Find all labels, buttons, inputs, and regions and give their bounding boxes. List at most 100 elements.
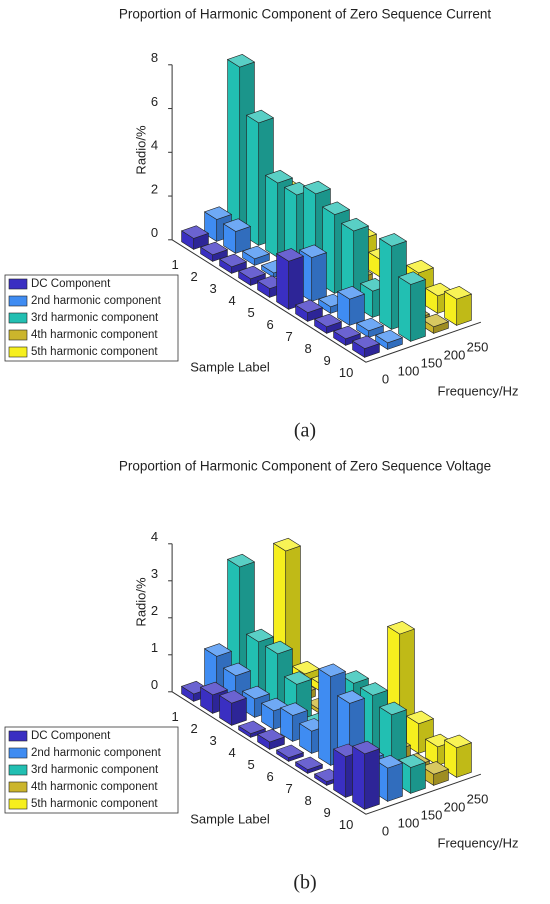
legend-label: 4th harmonic component	[31, 781, 158, 793]
z-tick-label: 8	[151, 50, 158, 65]
x-tick-label: 6	[266, 769, 273, 784]
bar	[222, 218, 252, 254]
z-tick-label: 2	[151, 181, 158, 196]
y-tick-label: 200	[444, 799, 466, 814]
bar-face	[443, 734, 473, 749]
legend-label: DC Component	[31, 730, 111, 742]
y-tick-label: 150	[421, 807, 443, 822]
legend-swatch	[8, 278, 28, 290]
y-tick-label: 250	[467, 791, 489, 806]
bar-face	[333, 748, 347, 798]
bar	[218, 690, 248, 726]
legend-label: 4th harmonic component	[31, 329, 158, 341]
bar-face	[420, 761, 450, 775]
legend-label: 3rd harmonic component	[31, 764, 159, 776]
legend-swatch	[8, 747, 28, 759]
bar-face	[199, 241, 229, 256]
bar-face	[443, 286, 473, 300]
z-tick-label: 0	[151, 225, 158, 240]
legend-box	[4, 274, 179, 362]
bar	[256, 728, 286, 750]
z-tick-label: 4	[151, 138, 158, 153]
caption: (b)	[293, 872, 316, 894]
bar-face	[276, 253, 290, 310]
bar	[199, 241, 229, 262]
bar-face	[265, 174, 279, 258]
x-tick-label: 4	[228, 745, 235, 760]
x-tick-label: 9	[323, 353, 330, 368]
bar-face	[279, 702, 309, 716]
bar-face	[378, 701, 408, 716]
legend-swatch	[8, 329, 28, 341]
bar	[351, 335, 381, 358]
bar-face	[283, 671, 313, 685]
legend-swatch	[8, 295, 28, 307]
floor-edge	[171, 691, 482, 815]
bar-face	[420, 313, 450, 328]
bar	[241, 245, 271, 266]
bar-face	[374, 754, 404, 769]
bar-face	[203, 206, 233, 220]
bar-face	[359, 682, 389, 696]
bar-face	[321, 201, 351, 215]
x-tick-label: 9	[323, 805, 330, 820]
bar	[237, 265, 267, 286]
bar-face	[318, 668, 332, 766]
y-tick-label: 100	[398, 363, 420, 378]
legend-label: 2nd harmonic component	[31, 295, 162, 307]
bar-face	[180, 225, 210, 239]
bar-face	[245, 628, 275, 643]
bar	[272, 537, 302, 670]
x-tick-label: 5	[247, 305, 254, 320]
bar-face	[275, 248, 305, 262]
legend-label: 2nd harmonic component	[31, 747, 162, 759]
caption: (a)	[294, 420, 316, 442]
bar-face	[355, 317, 385, 332]
x-tick-label: 2	[190, 721, 197, 736]
bar-face	[386, 620, 416, 635]
bar-face	[317, 663, 347, 677]
x-tick-label: 8	[304, 341, 311, 356]
bar	[443, 734, 473, 778]
bar-face	[332, 325, 362, 340]
y-axis-label: Frequency/Hz	[438, 835, 519, 850]
bar-face	[272, 537, 302, 552]
y-tick-label: 0	[382, 823, 389, 838]
x-tick-label: 3	[209, 733, 216, 748]
bar-face	[364, 748, 380, 810]
bar-face	[340, 670, 370, 684]
bar	[397, 271, 427, 342]
bar	[332, 325, 362, 346]
bar-face	[218, 253, 248, 268]
bar	[336, 286, 366, 326]
bar-face	[294, 756, 324, 771]
bar	[294, 756, 324, 774]
z-tick-label: 0	[151, 677, 158, 692]
bar-face	[405, 259, 435, 274]
bar-face	[351, 740, 381, 755]
x-tick-label: 6	[266, 317, 273, 332]
bar-face	[245, 109, 275, 124]
legend-swatch	[8, 764, 28, 776]
y-tick-label: 100	[398, 815, 420, 830]
legend-label: 3rd harmonic component	[31, 312, 159, 324]
bar-face	[374, 329, 404, 344]
bar-face	[203, 643, 233, 657]
bar-face	[226, 54, 256, 68]
bar	[218, 253, 248, 274]
bar-face	[237, 265, 267, 280]
x-tick-label: 5	[247, 757, 254, 772]
bar-face	[227, 58, 241, 234]
legend-label: 5th harmonic component	[31, 798, 158, 810]
legend-label: 5th harmonic component	[31, 346, 158, 358]
bar-face	[199, 681, 229, 696]
x-tick-label: 7	[285, 329, 292, 344]
z-tick-label: 2	[151, 603, 158, 618]
bar-face	[256, 728, 286, 743]
x-tick-label: 10	[339, 817, 353, 832]
bar-face	[311, 252, 327, 302]
x-tick-label: 2	[190, 269, 197, 284]
bar	[374, 329, 404, 350]
bar-face	[237, 720, 267, 735]
bar-face	[222, 218, 252, 232]
